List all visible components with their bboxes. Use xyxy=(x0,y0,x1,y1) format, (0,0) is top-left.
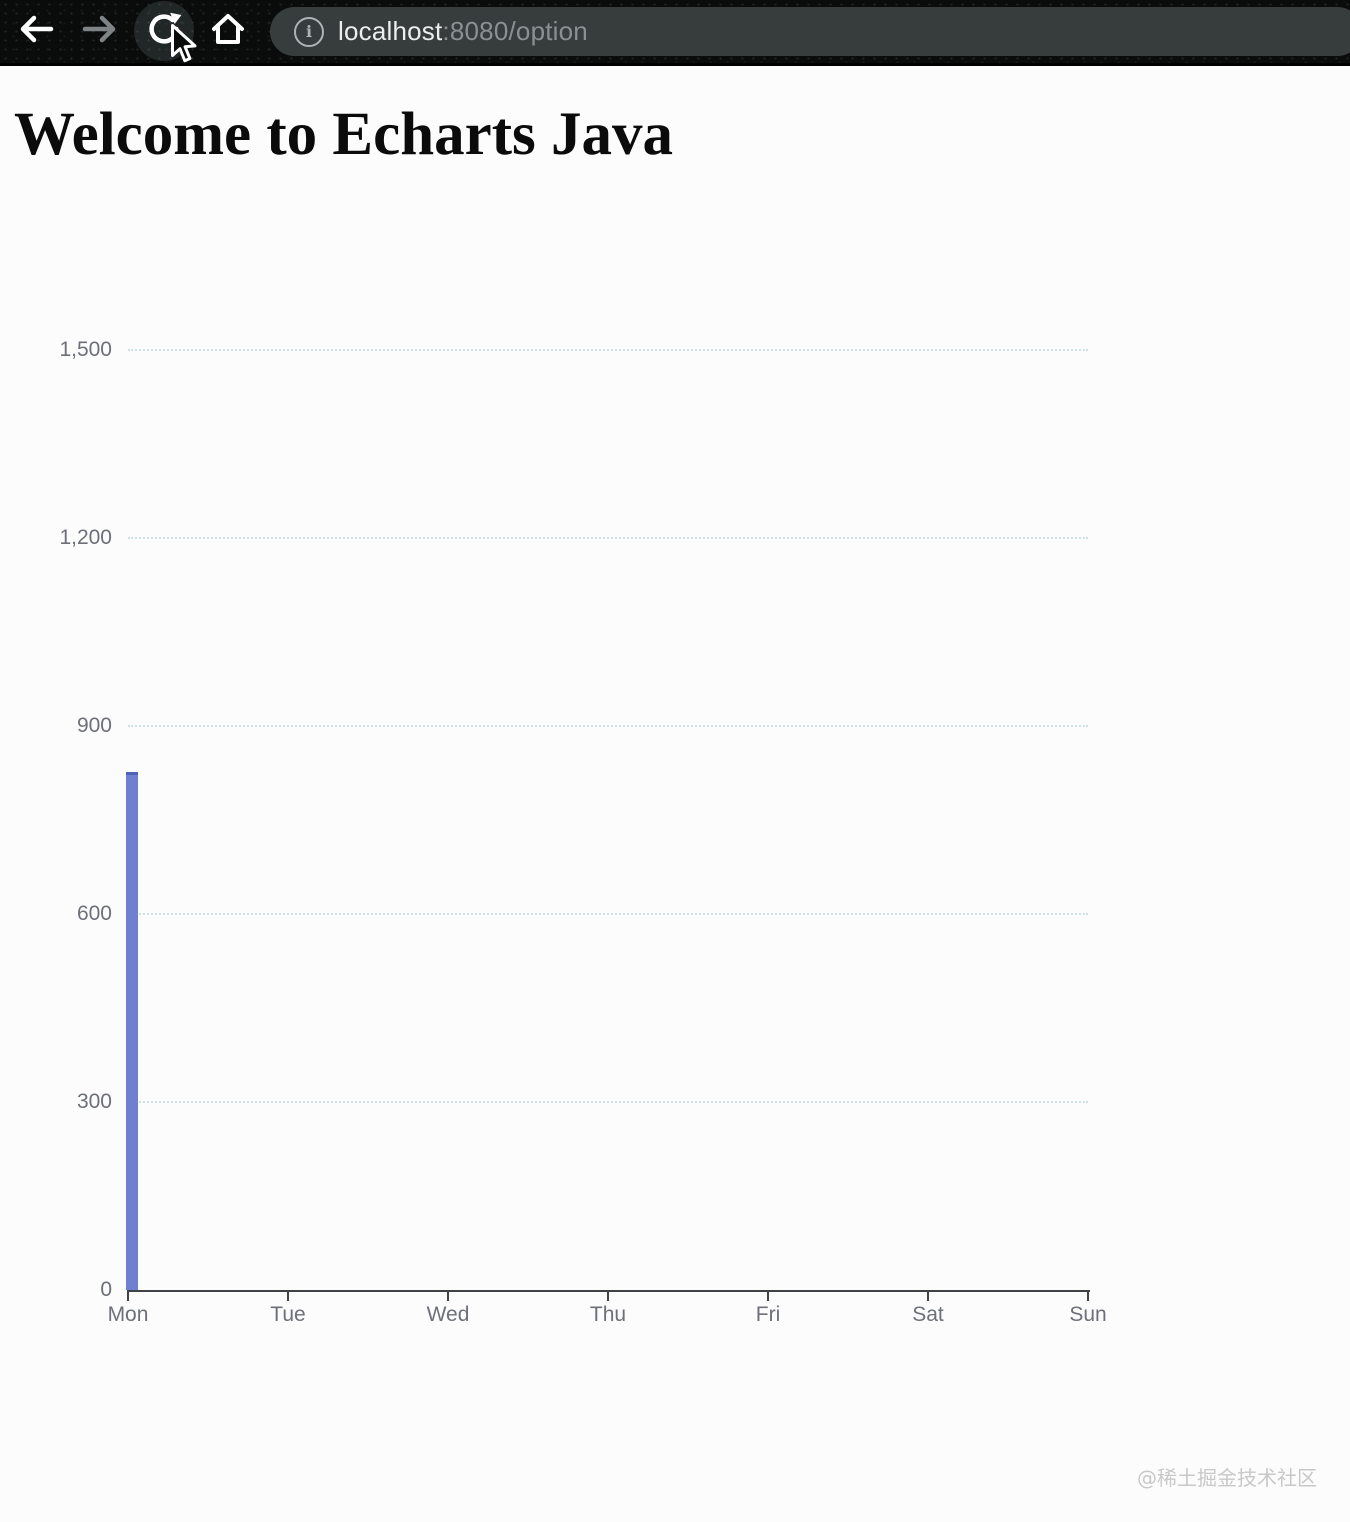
x-axis-tick xyxy=(287,1292,289,1301)
x-axis-line xyxy=(127,1290,1090,1292)
browser-toolbar: i localhost:8080/option xyxy=(0,0,1350,66)
x-axis-tick xyxy=(1087,1292,1089,1301)
x-axis-tick xyxy=(447,1292,449,1301)
x-axis-label: Fri xyxy=(755,1303,781,1326)
bar-mon xyxy=(126,772,138,1290)
x-axis-label: Thu xyxy=(589,1303,627,1326)
y-axis-label: 0 xyxy=(100,1278,112,1301)
gridline xyxy=(128,537,1088,539)
forward-button[interactable] xyxy=(78,0,122,63)
home-icon xyxy=(209,12,247,51)
x-axis-label: Sat xyxy=(912,1303,944,1326)
watermark: @稀土掘金技术社区 xyxy=(1137,1466,1317,1490)
site-info-icon[interactable]: i xyxy=(294,16,324,47)
x-axis-label: Sun xyxy=(1069,1303,1107,1326)
url-path: :8080/option xyxy=(442,16,588,46)
x-axis-tick xyxy=(607,1292,609,1301)
x-axis-label: Tue xyxy=(270,1303,306,1326)
gridline xyxy=(128,913,1088,915)
gridline xyxy=(128,349,1088,351)
address-bar[interactable]: i localhost:8080/option xyxy=(270,7,1350,56)
x-axis-label: Mon xyxy=(107,1303,149,1326)
y-axis-label: 300 xyxy=(76,1090,112,1113)
x-axis-tick xyxy=(767,1292,769,1301)
back-button[interactable] xyxy=(14,0,58,63)
home-button[interactable] xyxy=(206,0,250,63)
y-axis-label: 600 xyxy=(76,902,112,925)
forward-arrow-icon xyxy=(81,14,119,49)
x-axis-label: Wed xyxy=(426,1303,470,1326)
y-axis-label: 900 xyxy=(76,714,112,737)
url-host: localhost xyxy=(338,16,443,46)
gridline xyxy=(128,1101,1088,1103)
x-axis-tick xyxy=(927,1292,929,1301)
y-axis-label: 1,500 xyxy=(59,338,112,361)
y-axis-label: 1,200 xyxy=(59,526,112,549)
mouse-cursor xyxy=(168,24,198,71)
url-text: localhost:8080/option xyxy=(338,16,588,47)
page-title: Welcome to Echarts Java xyxy=(14,101,673,168)
x-axis-tick xyxy=(127,1292,129,1301)
back-arrow-icon xyxy=(17,14,55,49)
gridline xyxy=(128,725,1088,727)
